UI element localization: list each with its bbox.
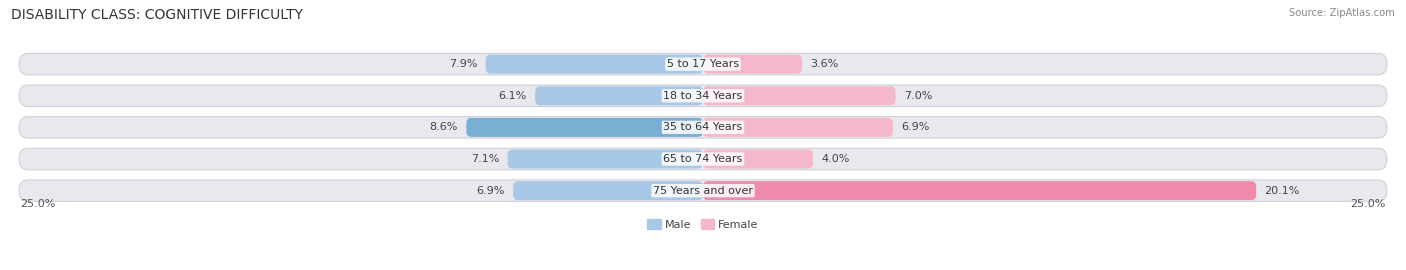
FancyBboxPatch shape (536, 86, 703, 105)
Text: 75 Years and over: 75 Years and over (652, 186, 754, 196)
Text: 4.0%: 4.0% (821, 154, 849, 164)
Text: 7.0%: 7.0% (904, 91, 932, 101)
Text: 8.6%: 8.6% (430, 122, 458, 132)
Text: 25.0%: 25.0% (21, 199, 56, 209)
FancyBboxPatch shape (703, 118, 893, 137)
Text: 65 to 74 Years: 65 to 74 Years (664, 154, 742, 164)
FancyBboxPatch shape (20, 148, 1386, 170)
FancyBboxPatch shape (703, 150, 813, 168)
Text: 5 to 17 Years: 5 to 17 Years (666, 59, 740, 69)
Legend: Male, Female: Male, Female (643, 215, 763, 234)
FancyBboxPatch shape (20, 117, 1386, 138)
FancyBboxPatch shape (20, 85, 1386, 107)
FancyBboxPatch shape (485, 55, 703, 74)
Text: 18 to 34 Years: 18 to 34 Years (664, 91, 742, 101)
Text: 35 to 64 Years: 35 to 64 Years (664, 122, 742, 132)
FancyBboxPatch shape (703, 181, 1256, 200)
FancyBboxPatch shape (467, 118, 703, 137)
FancyBboxPatch shape (20, 180, 1386, 201)
Text: 20.1%: 20.1% (1264, 186, 1299, 196)
FancyBboxPatch shape (513, 181, 703, 200)
FancyBboxPatch shape (703, 55, 801, 74)
Text: Source: ZipAtlas.com: Source: ZipAtlas.com (1289, 8, 1395, 18)
Text: 6.9%: 6.9% (477, 186, 505, 196)
Text: 6.1%: 6.1% (499, 91, 527, 101)
Text: 25.0%: 25.0% (1350, 199, 1385, 209)
FancyBboxPatch shape (20, 53, 1386, 75)
Text: DISABILITY CLASS: COGNITIVE DIFFICULTY: DISABILITY CLASS: COGNITIVE DIFFICULTY (11, 8, 304, 22)
Text: 6.9%: 6.9% (901, 122, 929, 132)
Text: 7.1%: 7.1% (471, 154, 499, 164)
FancyBboxPatch shape (703, 86, 896, 105)
Text: 7.9%: 7.9% (449, 59, 477, 69)
Text: 3.6%: 3.6% (810, 59, 838, 69)
FancyBboxPatch shape (508, 150, 703, 168)
